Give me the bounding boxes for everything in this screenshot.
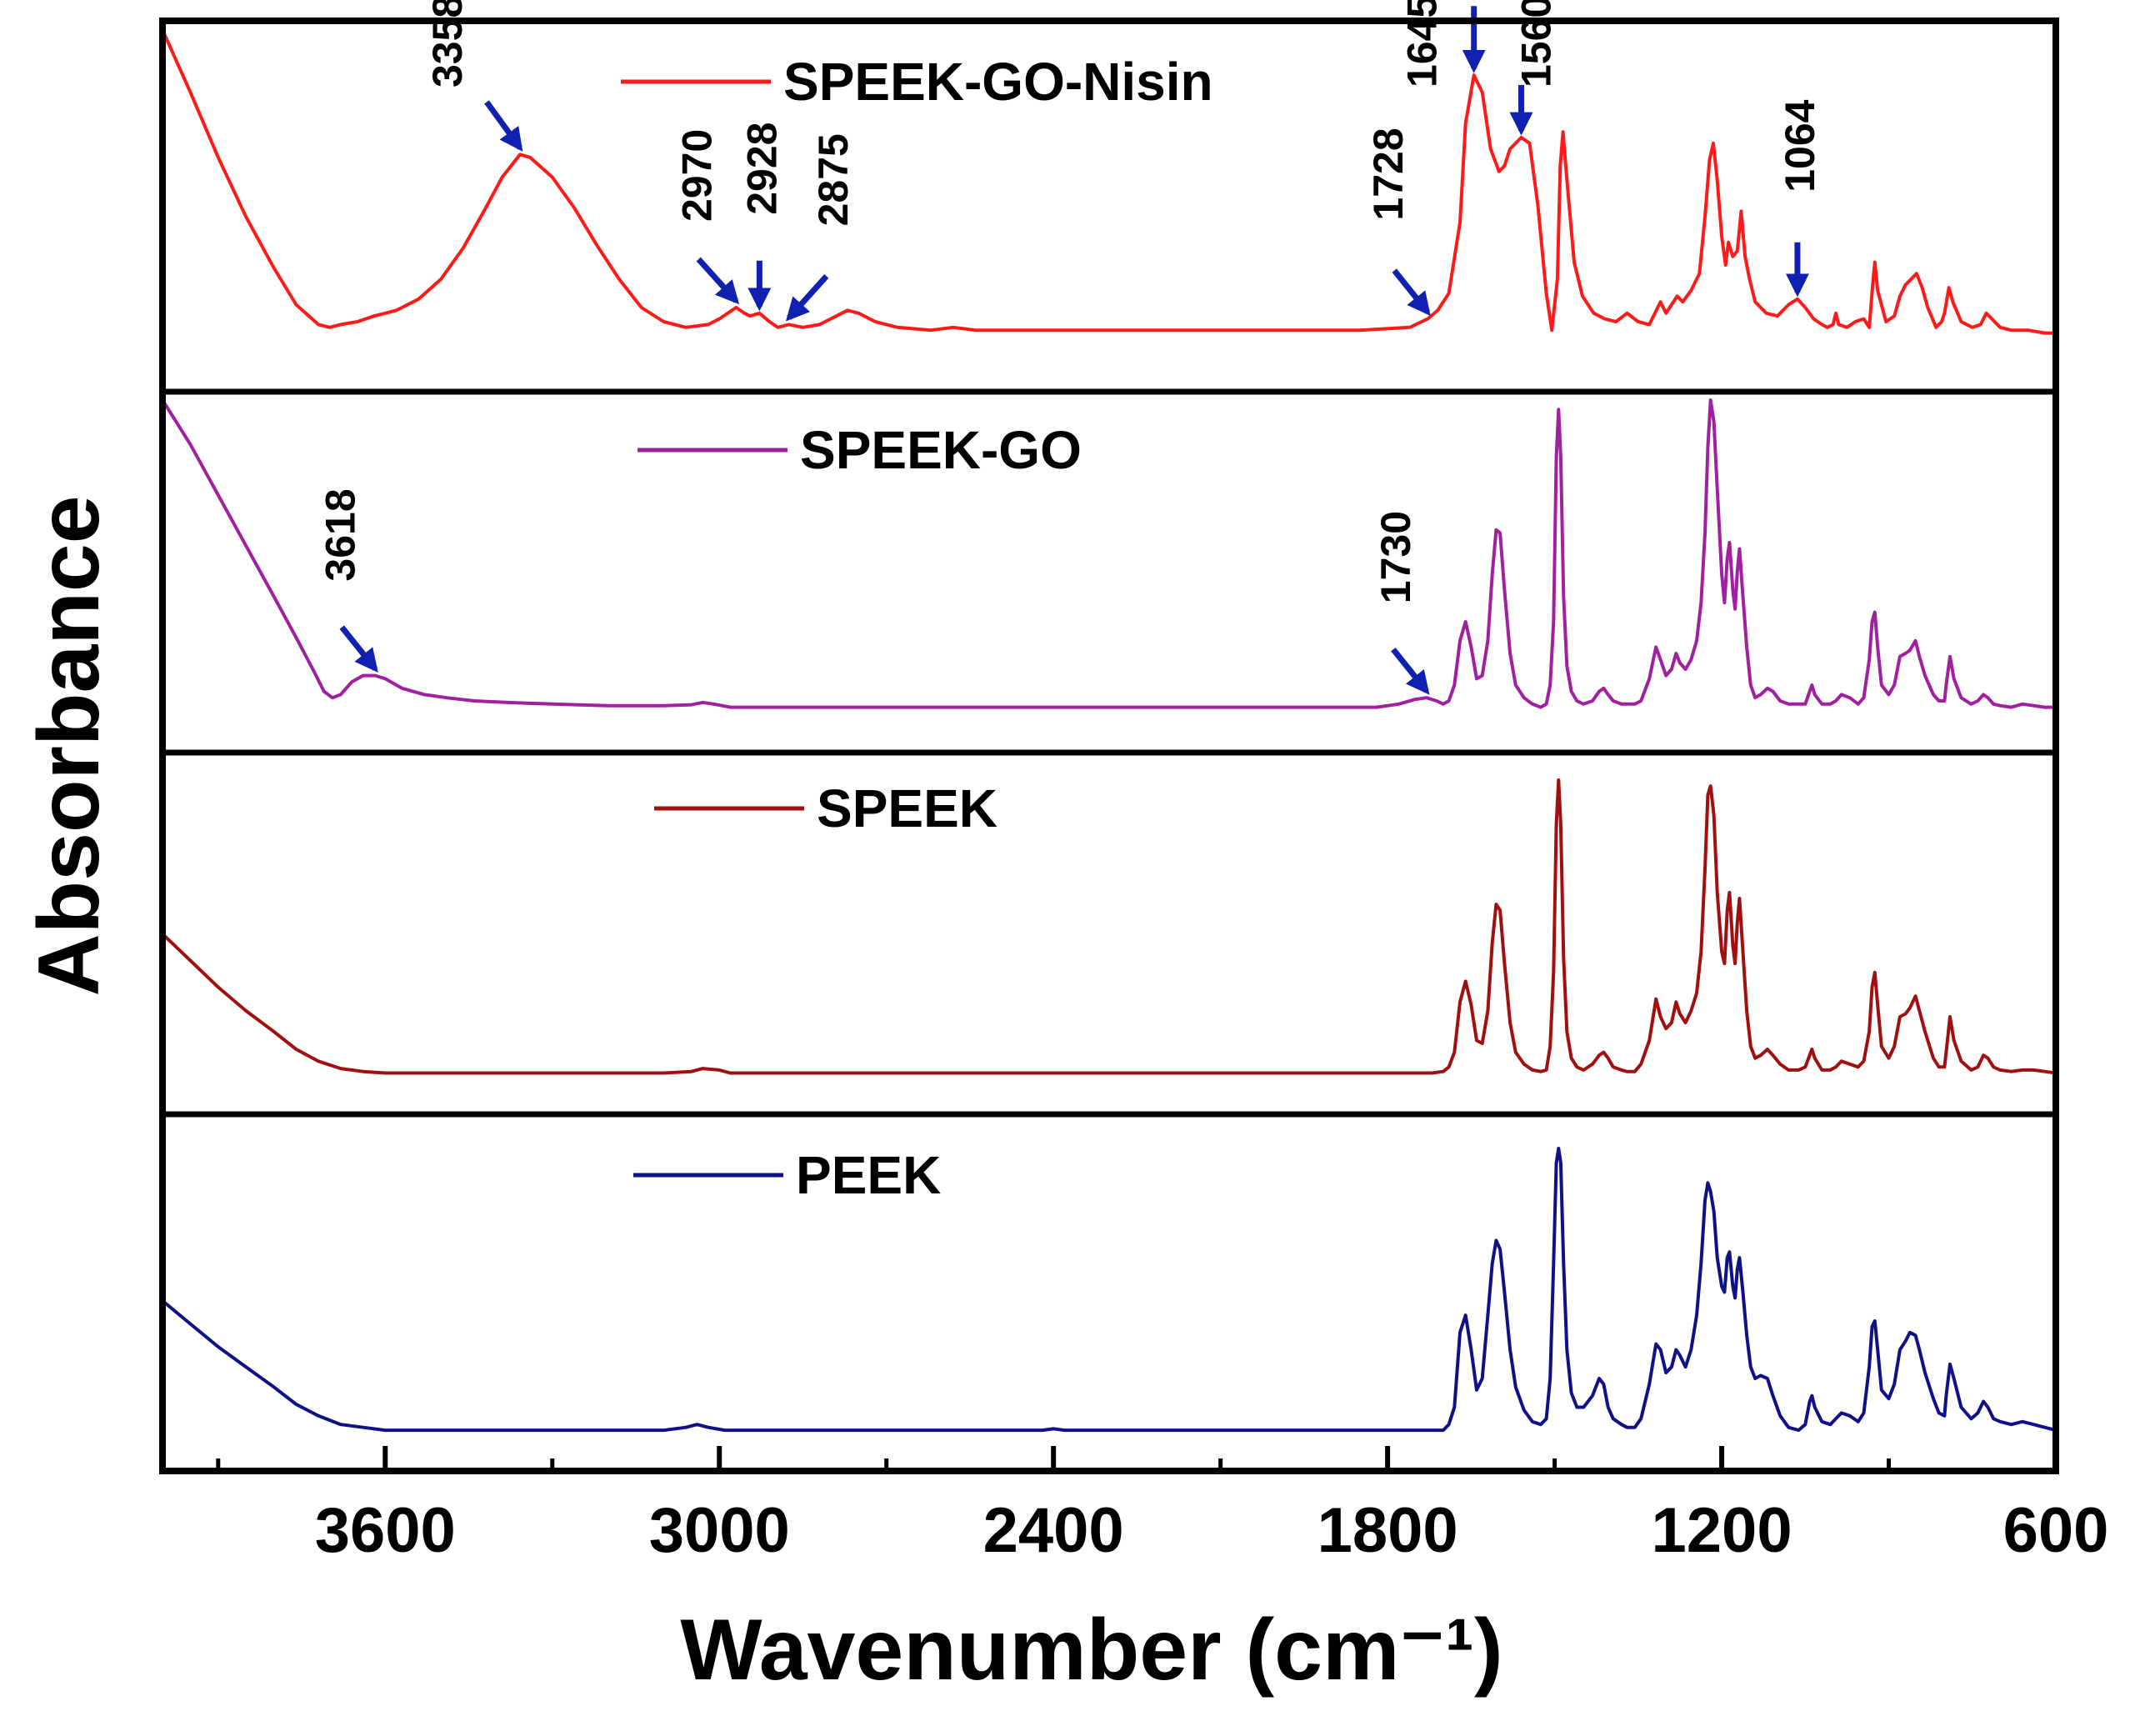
annotation-arrow	[339, 625, 378, 673]
spectrum-panel: PEEK	[162, 1145, 2056, 1433]
x-tick-label: 1800	[1318, 1495, 1458, 1566]
annotation-label: 1730	[1372, 511, 1419, 603]
x-axis-title: Wavenumber (cm⁻¹)	[680, 1602, 1502, 1698]
peak-annotation: 1064	[1777, 99, 1823, 298]
x-tick-label: 600	[2003, 1495, 2109, 1566]
spectrum-panel: SPEEK-GO	[162, 398, 2056, 709]
annotation-label: 1064	[1777, 99, 1823, 192]
x-axis: 3600 3000 2400 1800 1200 600	[216, 1446, 2109, 1566]
annotation-label: 1728	[1365, 128, 1412, 220]
series-line	[162, 398, 2056, 709]
series-line	[162, 1147, 2056, 1433]
annotation-label: 1645	[1399, 0, 1446, 88]
series-line	[162, 28, 2056, 335]
y-axis-title: Absorbance	[21, 495, 118, 996]
x-tick-label: 2400	[983, 1495, 1124, 1566]
x-tick-label: 3000	[649, 1495, 790, 1566]
peak-annotation: 1560	[1509, 0, 1560, 136]
plot-frame	[159, 18, 2059, 1474]
peak-annotation: 2970	[673, 129, 740, 305]
peak-annotation: 3618	[317, 488, 378, 673]
annotation-arrow	[786, 274, 829, 322]
legend-label: SPEEK	[817, 778, 998, 838]
peak-annotation: 2928	[738, 123, 785, 312]
peak-annotation: 1730	[1372, 511, 1430, 695]
annotation-label: 3618	[317, 488, 363, 581]
legend-label: SPEEK-GO	[800, 420, 1082, 480]
legend-label: PEEK	[796, 1145, 941, 1205]
x-tick-label: 3600	[315, 1495, 456, 1566]
peak-annotation: 1728	[1365, 128, 1431, 316]
annotation-arrow	[1391, 648, 1430, 695]
annotation-arrow	[1392, 268, 1431, 316]
annotation-label: 1560	[1513, 0, 1560, 88]
annotation-label: 3358	[424, 0, 471, 88]
annotation-arrow	[696, 257, 740, 305]
annotation-label: 2928	[738, 123, 785, 215]
x-tick-label: 1200	[1652, 1495, 1792, 1566]
peak-annotation: 1645	[1399, 0, 1486, 88]
annotation-arrow	[484, 100, 523, 152]
panels-layer: SPEEK-GO-Nisin SPEEK-GO SPEEK PEEK 3358 2970 2…	[162, 0, 2056, 1433]
spectrum-panel: SPEEK-GO-Nisin	[162, 28, 2056, 335]
spectrum-panel: SPEEK	[162, 778, 2056, 1075]
series-line	[162, 778, 2056, 1075]
legend-label: SPEEK-GO-Nisin	[783, 52, 1213, 112]
annotation-label: 2875	[810, 133, 857, 226]
peak-annotation: 2875	[786, 133, 857, 322]
annotation-label: 2970	[673, 129, 720, 222]
peak-annotation: 3358	[424, 0, 523, 152]
